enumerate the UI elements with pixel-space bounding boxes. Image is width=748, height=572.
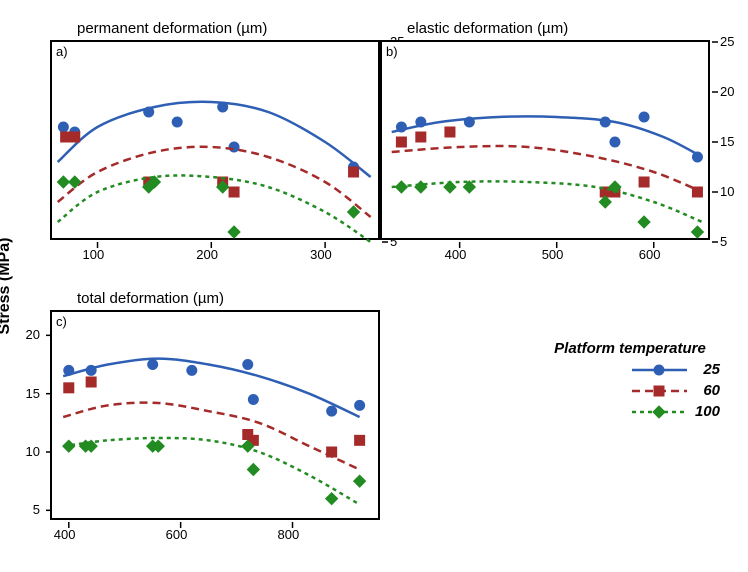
y-tick-label: 15 — [26, 386, 40, 401]
y-tick-label: 15 — [720, 134, 734, 149]
y-tick-label: 5 — [720, 234, 727, 249]
y-tick-label: 25 — [720, 34, 734, 49]
y-axis-label: Stress (MPa) — [0, 238, 14, 335]
legend-row: 100 — [540, 403, 720, 420]
panel-c-title: total deformation (µm) — [77, 290, 224, 307]
legend: Platform temperature 25 60 100 — [540, 340, 720, 420]
legend-title: Platform temperature — [540, 340, 720, 357]
x-tick-label: 600 — [639, 247, 661, 262]
x-tick-label: 500 — [542, 247, 564, 262]
panel-c: c) total deformation (µm) 40060080051015… — [50, 310, 380, 520]
panel-c-letter: c) — [56, 314, 67, 329]
x-tick-label: 200 — [196, 247, 218, 262]
legend-swatch — [632, 405, 677, 419]
chart-b-svg — [382, 42, 712, 242]
legend-row: 60 — [540, 382, 720, 399]
y-tick-label: 10 — [26, 444, 40, 459]
x-tick-label: 300 — [310, 247, 332, 262]
y-tick-label: 20 — [26, 327, 40, 342]
x-tick-label: 400 — [445, 247, 467, 262]
x-tick-label: 400 — [54, 527, 76, 542]
legend-swatch — [632, 363, 677, 377]
y-tick-label: 10 — [720, 184, 734, 199]
legend-swatch — [632, 384, 677, 398]
y-tick-label: 5 — [33, 502, 40, 517]
panel-a-title: permanent deformation (µm) — [77, 20, 267, 37]
y-tick-label: 20 — [720, 84, 734, 99]
chart-c-svg — [52, 312, 382, 522]
panel-a: a) permanent deformation (µm) 1002003005… — [50, 40, 380, 240]
x-tick-label: 100 — [83, 247, 105, 262]
x-tick-label: 600 — [166, 527, 188, 542]
panel-b: b) elastic deformation (µm) 400500600510… — [380, 40, 710, 240]
figure-container: Stress (MPa) a) permanent deformation (µ… — [0, 0, 748, 572]
panel-b-letter: b) — [386, 44, 398, 59]
legend-label: 60 — [685, 382, 720, 399]
panel-a-letter: a) — [56, 44, 68, 59]
panel-b-title: elastic deformation (µm) — [407, 20, 568, 37]
x-tick-label: 800 — [278, 527, 300, 542]
legend-row: 25 — [540, 361, 720, 378]
chart-a-svg — [52, 42, 382, 242]
legend-label: 100 — [685, 403, 720, 420]
legend-label: 25 — [685, 361, 720, 378]
